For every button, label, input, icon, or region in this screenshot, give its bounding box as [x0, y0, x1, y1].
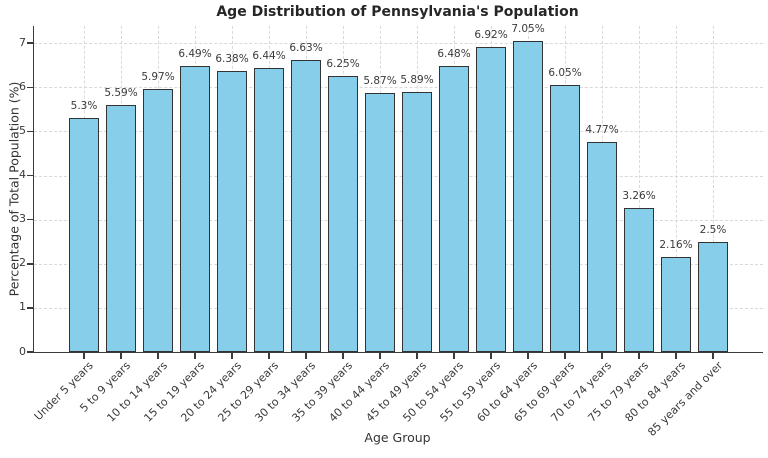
- bar-value-label: 6.44%: [252, 49, 286, 62]
- gridline-horizontal: [34, 307, 763, 309]
- bar-value-label: 5.3%: [70, 100, 98, 113]
- x-tick: [157, 353, 159, 359]
- bar: [624, 208, 654, 352]
- bar: [106, 105, 136, 352]
- bar-value-label: 6.49%: [178, 47, 212, 60]
- bar: [143, 88, 173, 352]
- x-tick: [490, 353, 492, 359]
- gridline-vertical: [639, 26, 640, 352]
- x-tick: [416, 353, 418, 359]
- y-tick: [27, 86, 33, 89]
- gridline-horizontal: [34, 263, 763, 265]
- bar: [180, 65, 210, 352]
- bar: [587, 141, 617, 352]
- x-tick: [712, 353, 714, 359]
- bar: [550, 85, 580, 352]
- gridline-vertical: [713, 26, 714, 352]
- x-tick: [675, 353, 677, 359]
- y-tick: [27, 174, 33, 177]
- x-tick: [564, 353, 566, 359]
- bar: [217, 70, 247, 352]
- bar-value-label: 6.48%: [437, 48, 471, 61]
- x-tick: [601, 353, 603, 359]
- x-tick-label: 85 years and over: [645, 359, 726, 439]
- y-tick: [27, 263, 33, 265]
- bar-value-label: 3.26%: [622, 190, 656, 203]
- y-tick: [27, 218, 33, 221]
- y-tick-label: 1: [19, 300, 26, 314]
- gridline-horizontal: [34, 219, 763, 221]
- y-tick-label: 0: [19, 344, 26, 358]
- gridline-horizontal: [34, 131, 763, 133]
- bar-value-label: 5.59%: [104, 87, 138, 100]
- x-tick: [342, 353, 344, 359]
- bar-value-label: 6.05%: [548, 67, 582, 80]
- bar: [69, 118, 99, 352]
- bar: [402, 92, 432, 352]
- y-tick-label: 3: [19, 212, 26, 226]
- x-tick: [453, 353, 455, 359]
- y-tick-label: 7: [19, 35, 26, 49]
- x-tick: [83, 353, 85, 359]
- bar: [328, 76, 358, 352]
- y-tick-label: 4: [19, 168, 26, 182]
- gridline-horizontal: [34, 43, 763, 45]
- bar: [365, 93, 395, 352]
- y-tick-label: 2: [19, 256, 26, 270]
- bar-value-label: 6.63%: [289, 41, 323, 54]
- bar: [291, 59, 321, 352]
- x-tick: [120, 353, 122, 359]
- bar: [476, 46, 506, 352]
- gridline-horizontal: [34, 175, 763, 177]
- plot-area: 0 1 2 3 4 5 6 7 5.3% Under 5 years 5.59% 5 to 9 yea…: [19, 23, 763, 439]
- bar-value-label: 5.89%: [400, 74, 434, 87]
- x-tick: [379, 353, 381, 359]
- chart-title: Age Distribution of Pennsylvania's Popul…: [216, 4, 579, 20]
- bar-value-label: 2.5%: [699, 223, 727, 236]
- bar: [439, 66, 469, 352]
- y-tick: [27, 42, 33, 44]
- x-axis-label: Age Group: [364, 430, 431, 445]
- y-tick-label: 5: [19, 123, 26, 137]
- y-tick-label: 6: [19, 79, 26, 93]
- bar-value-label: 6.25%: [326, 58, 360, 71]
- x-tick: [305, 353, 307, 359]
- x-tick: [268, 353, 270, 359]
- bar-value-label: 5.87%: [363, 75, 397, 88]
- y-tick: [27, 130, 33, 133]
- bar-value-label: 2.16%: [659, 238, 693, 251]
- bar: [513, 41, 543, 352]
- x-tick: [527, 353, 529, 359]
- bar-value-label: 4.77%: [585, 123, 619, 136]
- gridline-horizontal: [34, 87, 763, 89]
- bar: [254, 67, 284, 352]
- x-tick: [194, 353, 196, 359]
- bar-value-label: 7.05%: [511, 23, 545, 35]
- x-tick: [638, 353, 640, 359]
- y-tick: [27, 351, 33, 353]
- bar-value-label: 6.92%: [474, 28, 508, 41]
- bar: [698, 241, 728, 352]
- bar-value-label: 6.38%: [215, 52, 249, 65]
- bar: [661, 256, 691, 352]
- x-tick: [231, 353, 233, 359]
- y-tick: [27, 307, 33, 309]
- gridline-vertical: [676, 26, 677, 352]
- bar-value-label: 5.97%: [141, 70, 175, 83]
